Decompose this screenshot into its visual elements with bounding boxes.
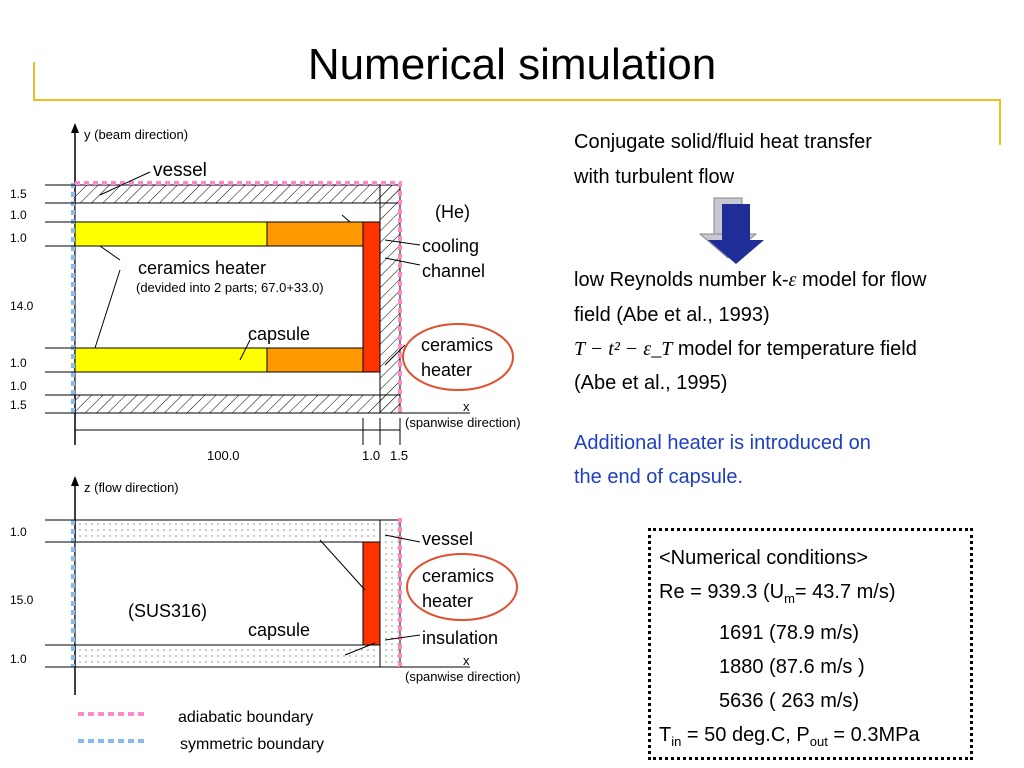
right-line3: low Reynolds number k-ε model for flow bbox=[574, 269, 927, 291]
legend-symmetric: symmetric boundary bbox=[180, 736, 324, 753]
blue-line1: Additional heater is introduced on bbox=[574, 432, 871, 454]
dim-label: 15.0 bbox=[10, 593, 34, 607]
label-capsule: capsule bbox=[248, 620, 310, 640]
adiabatic-boundary-top bbox=[75, 181, 402, 413]
dim-label: 1.0 bbox=[10, 652, 27, 666]
label-he: (He) bbox=[435, 202, 470, 222]
cond-temp: Tin = 50 deg.C, Pout = 0.3MPa bbox=[659, 724, 920, 749]
label-heater: heater bbox=[422, 591, 473, 611]
label-channel: channel bbox=[422, 261, 485, 281]
label-devided: (devided into 2 parts; 67.0+33.0) bbox=[136, 280, 324, 295]
label-vessel: vessel bbox=[153, 160, 207, 181]
right-line4: field (Abe et al., 1993) bbox=[574, 304, 770, 326]
insulation-wall bbox=[379, 519, 401, 668]
label-ceramics: ceramics bbox=[421, 335, 493, 355]
label-ceramics-heater: ceramics heater bbox=[138, 258, 266, 278]
right-line6: (Abe et al., 1995) bbox=[574, 372, 728, 394]
label-cooling: cooling bbox=[422, 236, 479, 256]
right-line2: with turbulent flow bbox=[574, 166, 735, 188]
end-heater bbox=[362, 221, 381, 373]
dim-label: 1.0 bbox=[10, 231, 27, 245]
cond-row3: 1880 (87.6 m/s ) bbox=[719, 656, 865, 678]
dim-label: 1.0 bbox=[362, 448, 380, 463]
ceramics-heater-bottom-part1 bbox=[74, 347, 268, 373]
right-line1: Conjugate solid/fluid heat transfer bbox=[574, 131, 872, 153]
axis-x-label: x bbox=[463, 653, 470, 668]
cond-heading: <Numerical conditions> bbox=[659, 547, 868, 569]
axis-x-label: x bbox=[463, 399, 470, 414]
cond-row4: 5636 ( 263 m/s) bbox=[719, 690, 860, 712]
axis-arrow-icon bbox=[71, 476, 79, 486]
dim-label: 1.0 bbox=[10, 356, 27, 370]
dim-label: 1.0 bbox=[10, 208, 27, 222]
label-capsule: capsule bbox=[248, 324, 310, 344]
axis-arrow-icon bbox=[71, 123, 79, 133]
blue-line2: the end of capsule. bbox=[574, 466, 744, 488]
dim-label: 1.5 bbox=[390, 448, 408, 463]
axis-y-label: y (beam direction) bbox=[84, 127, 188, 142]
label-insulation: insulation bbox=[422, 628, 498, 648]
dim-label: 1.0 bbox=[10, 379, 27, 393]
top-diagram bbox=[45, 123, 514, 445]
bottom-diagram bbox=[45, 476, 518, 695]
end-heater bbox=[362, 541, 381, 646]
dim-label: 1.5 bbox=[10, 398, 27, 412]
cond-re: Re = 939.3 (Um= 43.7 m/s) bbox=[659, 581, 896, 606]
dim-label: 1.5 bbox=[10, 187, 27, 201]
heater-highlight-circle bbox=[402, 323, 514, 391]
cond-row2: 1691 (78.9 m/s) bbox=[719, 622, 860, 644]
formula: T − t² − ε_T bbox=[574, 338, 673, 360]
down-arrow-icon bbox=[698, 197, 764, 264]
vessel-bottom-wall bbox=[74, 394, 401, 414]
right-line5: T − t² − ε_T model for temperature field bbox=[574, 338, 917, 360]
dim-label: 100.0 bbox=[207, 448, 240, 463]
axis-x-sub: (spanwise direction) bbox=[405, 415, 521, 430]
legend-adiabatic: adiabatic boundary bbox=[178, 709, 313, 726]
ceramics-heater-bottom-part2 bbox=[266, 347, 364, 373]
axis-x-sub: (spanwise direction) bbox=[405, 669, 521, 684]
numerical-conditions-box: <Numerical conditions> Re = 939.3 (Um= 4… bbox=[648, 528, 973, 760]
axis-z-label: z (flow direction) bbox=[84, 480, 179, 495]
label-vessel: vessel bbox=[422, 529, 473, 549]
label-ceramics: ceramics bbox=[422, 566, 494, 586]
label-sus316: (SUS316) bbox=[128, 601, 207, 621]
dim-label: 1.0 bbox=[10, 525, 27, 539]
dim-label: 14.0 bbox=[10, 299, 34, 313]
capsule-bottom-wall bbox=[74, 644, 381, 668]
page-title: Numerical simulation bbox=[307, 40, 717, 89]
heater-highlight-circle bbox=[406, 553, 518, 621]
vessel-end-wall bbox=[379, 184, 401, 414]
capsule-top-wall bbox=[74, 519, 381, 543]
ceramics-heater-top-part2 bbox=[266, 221, 364, 247]
ceramics-heater-top-part1 bbox=[74, 221, 268, 247]
label-heater: heater bbox=[421, 360, 472, 380]
vessel-top-wall bbox=[74, 184, 401, 204]
